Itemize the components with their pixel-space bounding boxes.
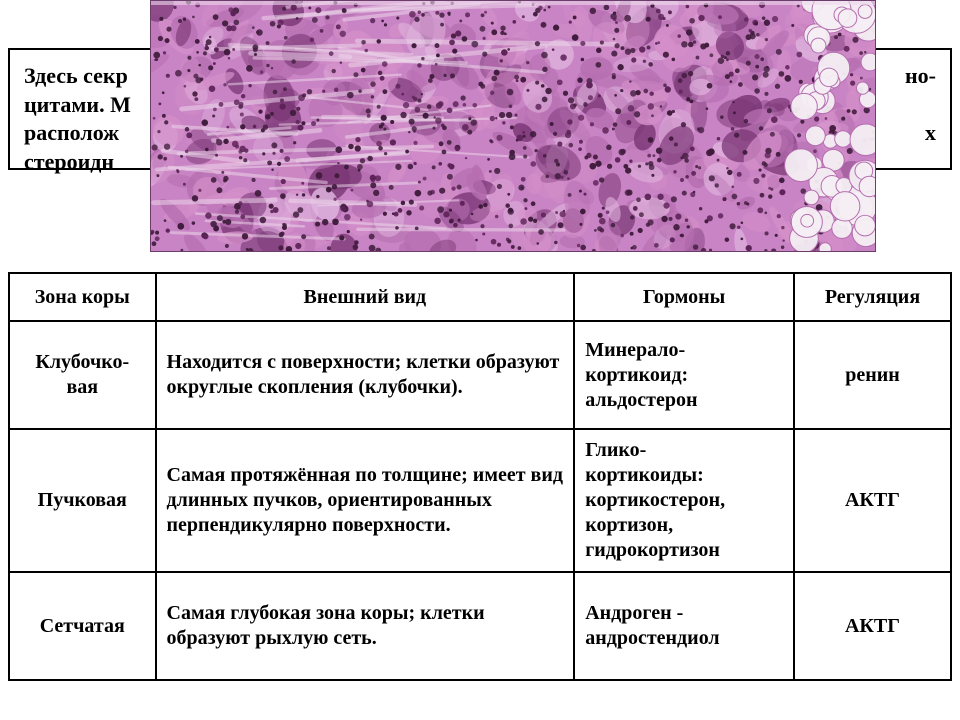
intro-line1: Здесь секр — [24, 63, 128, 88]
cell-appearance-0: Находится с поверхности; клетки образуют… — [156, 321, 575, 429]
intro-line4: стероидн — [24, 149, 114, 174]
cell-zone-2: Сетчатая — [9, 572, 156, 680]
cell-appearance-2: Самая глубокая зона коры; клетки образую… — [156, 572, 575, 680]
intro-line3a: располож — [24, 120, 119, 145]
table-row: Пучковая Самая протяжённая по толщине; и… — [9, 429, 951, 572]
cell-appearance-1: Самая протяжённая по толщине; имеет вид … — [156, 429, 575, 572]
cell-regulation-1: АКТГ — [794, 429, 951, 572]
table-header-row: Зона коры Внешний вид Гормоны Регуляция — [9, 273, 951, 321]
intro-line2b: но- — [905, 62, 936, 91]
cell-regulation-2: АКТГ — [794, 572, 951, 680]
cell-hormones-1: Глико-кортикоиды:кортикостерон,кортизон,… — [574, 429, 794, 572]
cortex-zones-table: Зона коры Внешний вид Гормоны Регуляция … — [8, 272, 952, 681]
cell-regulation-0: ренин — [794, 321, 951, 429]
histology-micrograph — [150, 0, 876, 252]
th-hormones: Гормоны — [574, 273, 794, 321]
intro-line3b: х — [925, 119, 936, 148]
cell-zone-0: Клубочко-вая — [9, 321, 156, 429]
cell-hormones-2: Андроген -андростендиол — [574, 572, 794, 680]
th-zone: Зона коры — [9, 273, 156, 321]
cell-hormones-0: Минерало-кортикоид:альдостерон — [574, 321, 794, 429]
cell-zone-1: Пучковая — [9, 429, 156, 572]
table-row: Сетчатая Самая глубокая зона коры; клетк… — [9, 572, 951, 680]
th-appearance: Внешний вид — [156, 273, 575, 321]
th-regulation: Регуляция — [794, 273, 951, 321]
intro-line2a: цитами. М — [24, 92, 131, 117]
table-row: Клубочко-вая Находится с поверхности; кл… — [9, 321, 951, 429]
